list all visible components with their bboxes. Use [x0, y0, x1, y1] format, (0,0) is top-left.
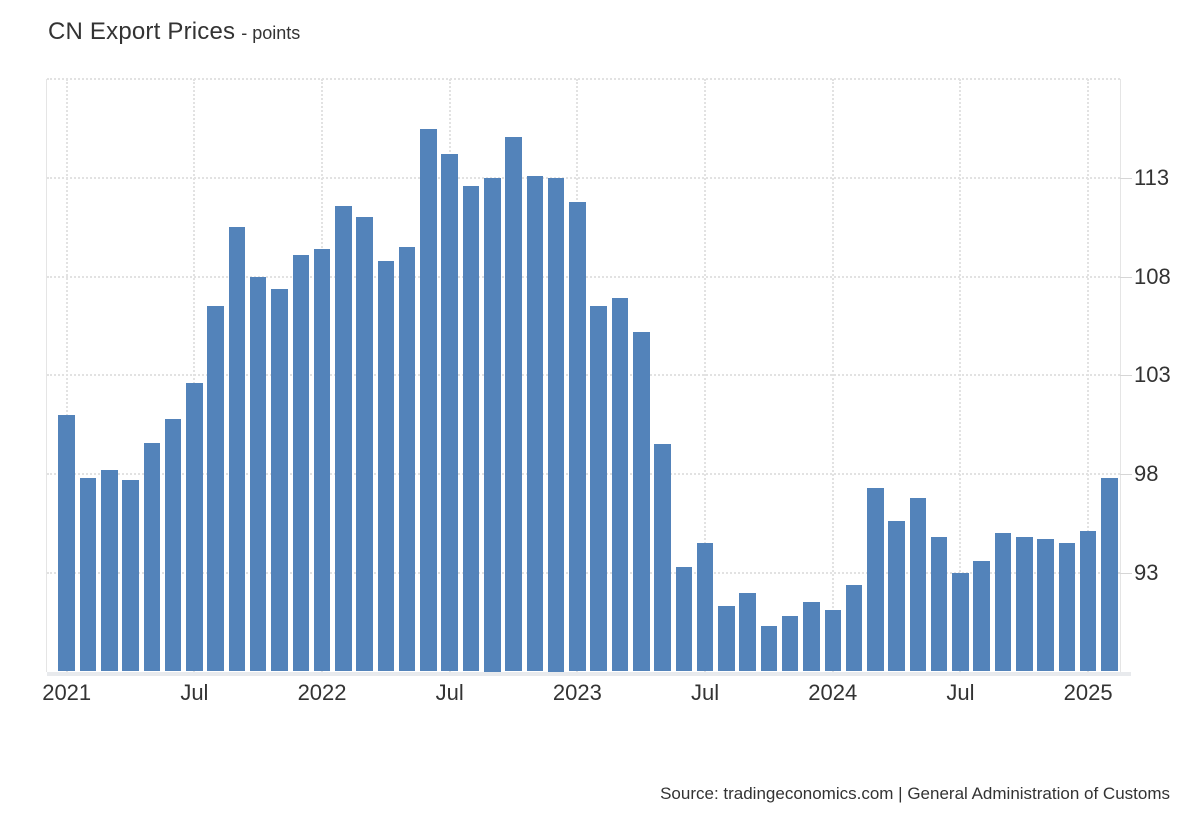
bar-dec-2023[interactable] [803, 602, 820, 672]
bar-aug-2023[interactable] [718, 606, 735, 672]
bar-aug-2022[interactable] [462, 185, 480, 672]
y-tick-113 [1120, 178, 1132, 179]
bar-jun-2022[interactable] [420, 128, 437, 672]
bar-feb-2024[interactable] [845, 584, 863, 672]
bar-nov-2023[interactable] [781, 616, 799, 672]
bar-apr-2024[interactable] [888, 521, 905, 672]
bar-may-2024[interactable] [909, 497, 927, 672]
y-tick-93 [1120, 572, 1132, 574]
x-axis-line [47, 671, 1131, 676]
bar-jul-2024[interactable] [952, 572, 969, 672]
x-axis-label-2022-12: 2022 [297, 680, 347, 705]
x-axis-label-jul-30: Jul [691, 680, 720, 705]
x-axis-label-2023-24: 2023 [552, 680, 602, 705]
bar-oct-2021[interactable] [249, 276, 267, 672]
y-tick-98 [1120, 474, 1132, 476]
bar-aug-2024[interactable] [973, 560, 990, 672]
chart-header: CN Export Prices - points [48, 18, 300, 46]
bar-jul-2021[interactable] [186, 383, 203, 672]
bar-dec-2021[interactable] [292, 254, 310, 672]
x-axis-label-jul-42: Jul [946, 680, 975, 705]
bar-may-2021[interactable] [143, 442, 161, 672]
bar-sep-2021[interactable] [228, 227, 246, 672]
bar-mar-2024[interactable] [867, 487, 884, 672]
bar-nov-2021[interactable] [271, 288, 288, 672]
bar-jul-2022[interactable] [441, 154, 458, 672]
bar-sep-2023[interactable] [739, 592, 756, 672]
bar-jun-2024[interactable] [930, 537, 948, 672]
x-axis-label-2024-36: 2024 [808, 680, 858, 705]
plot-border-left [46, 79, 47, 672]
bar-dec-2022[interactable] [547, 178, 565, 672]
x-axis-label-jul-6: Jul [180, 680, 209, 705]
chart-subtitle: - points [241, 23, 301, 43]
y-axis-label-108: 108 [1134, 263, 1171, 289]
y-tick-103 [1120, 375, 1132, 377]
bar-mar-2022[interactable] [356, 217, 373, 672]
y-axis-label-113: 113 [1134, 165, 1170, 190]
bar-jul-2023[interactable] [696, 543, 714, 672]
bar-nov-2024[interactable] [1037, 539, 1054, 672]
bar-jun-2021[interactable] [164, 418, 182, 672]
v-gridline-2021-0 [65, 79, 68, 672]
v-gridline-jul-6 [193, 79, 196, 672]
bar-apr-2021[interactable] [122, 480, 139, 672]
y-axis-label-98: 98 [1134, 461, 1159, 487]
v-gridline-jul-30 [704, 79, 707, 672]
v-gridline-jul-42 [959, 79, 962, 672]
x-axis-label-jul-18: Jul [435, 680, 464, 705]
x-axis-label-2021-0: 2021 [42, 680, 92, 705]
bar-apr-2023[interactable] [633, 331, 650, 672]
bar-aug-2021[interactable] [207, 306, 224, 672]
chart-title: CN Export Prices [48, 18, 236, 45]
v-gridline-2025-48 [1087, 79, 1090, 672]
bar-apr-2022[interactable] [377, 260, 395, 672]
bar-mar-2023[interactable] [611, 298, 629, 672]
bar-sep-2024[interactable] [994, 533, 1012, 672]
bar-jan-2021[interactable] [58, 414, 75, 672]
h-gridline-113 [47, 177, 1120, 179]
y-axis-label-93: 93 [1134, 559, 1159, 585]
bar-jan-2022[interactable] [313, 249, 331, 672]
bar-oct-2023[interactable] [760, 626, 778, 672]
bar-feb-2025[interactable] [1101, 478, 1118, 672]
bar-mar-2021[interactable] [101, 470, 118, 672]
v-gridline-2024-36 [831, 79, 834, 672]
bar-dec-2024[interactable] [1058, 543, 1076, 672]
source-attribution: Source: tradingeconomics.com | General A… [660, 784, 1170, 803]
bar-jan-2023[interactable] [569, 201, 586, 672]
bar-may-2022[interactable] [398, 247, 416, 672]
x-axis-label-2025-48: 2025 [1063, 680, 1113, 705]
bar-oct-2024[interactable] [1016, 537, 1033, 672]
bar-oct-2022[interactable] [505, 136, 522, 672]
bar-feb-2021[interactable] [79, 478, 97, 672]
bar-jan-2025[interactable] [1079, 531, 1097, 672]
bar-sep-2022[interactable] [484, 178, 501, 672]
bar-feb-2022[interactable] [335, 205, 352, 672]
plot-border-right [1120, 79, 1121, 672]
bar-jun-2023[interactable] [675, 566, 693, 672]
bar-nov-2022[interactable] [526, 176, 544, 672]
y-axis-label-103: 103 [1134, 362, 1171, 388]
bar-jan-2024[interactable] [824, 610, 842, 672]
h-gridline-118 [47, 78, 1120, 81]
y-tick-108 [1120, 276, 1132, 278]
bar-feb-2023[interactable] [590, 306, 607, 672]
bar-may-2023[interactable] [654, 444, 671, 672]
